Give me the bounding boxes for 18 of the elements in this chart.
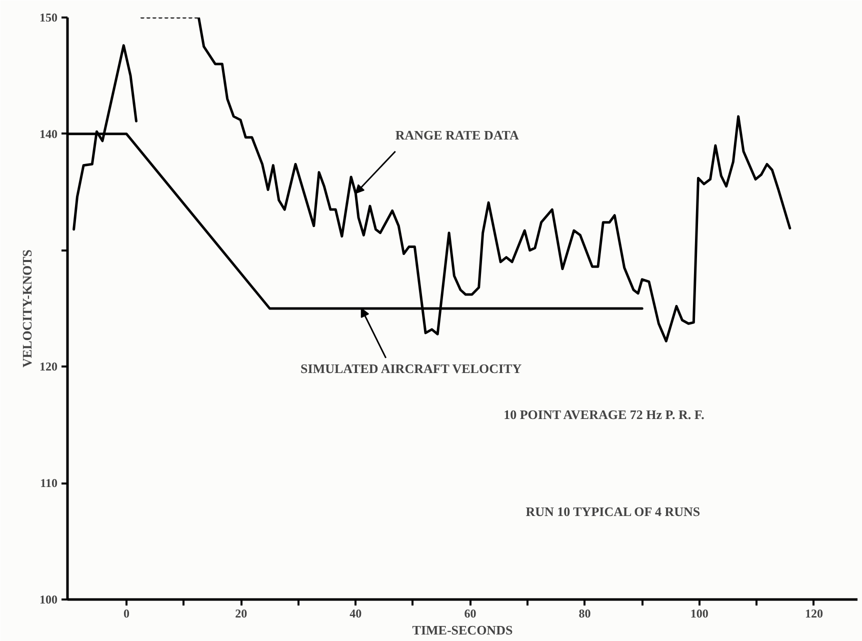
y-axis-title: VELOCITY-KNOTS	[20, 250, 34, 368]
annotation: SIMULATED AIRCRAFT VELOCITY	[300, 360, 522, 376]
annotation: RUN 10 TYPICAL OF 4 RUNS	[526, 504, 700, 520]
x-tick-label: 60	[464, 606, 476, 620]
x-tick-label: 100	[690, 606, 708, 620]
x-tick-label: 80	[578, 606, 591, 620]
annotation: 10 POINT AVERAGE 72 Hz P. R. F.	[504, 406, 704, 422]
y-tick-label: 150	[40, 10, 58, 24]
x-axis-title: TIME-SECONDS	[412, 622, 513, 638]
x-tick-label: 20	[235, 606, 248, 620]
x-tick-label: 40	[350, 606, 362, 620]
x-tick-label: 120	[804, 606, 823, 620]
y-tick-label: 120	[40, 360, 58, 374]
y-tick-label: 140	[40, 126, 58, 141]
y-tick-label: 100	[40, 592, 58, 606]
y-tick-label: 110	[40, 476, 58, 490]
annotation: RANGE RATE DATA	[395, 128, 520, 143]
x-tick-label: 0	[124, 606, 130, 620]
